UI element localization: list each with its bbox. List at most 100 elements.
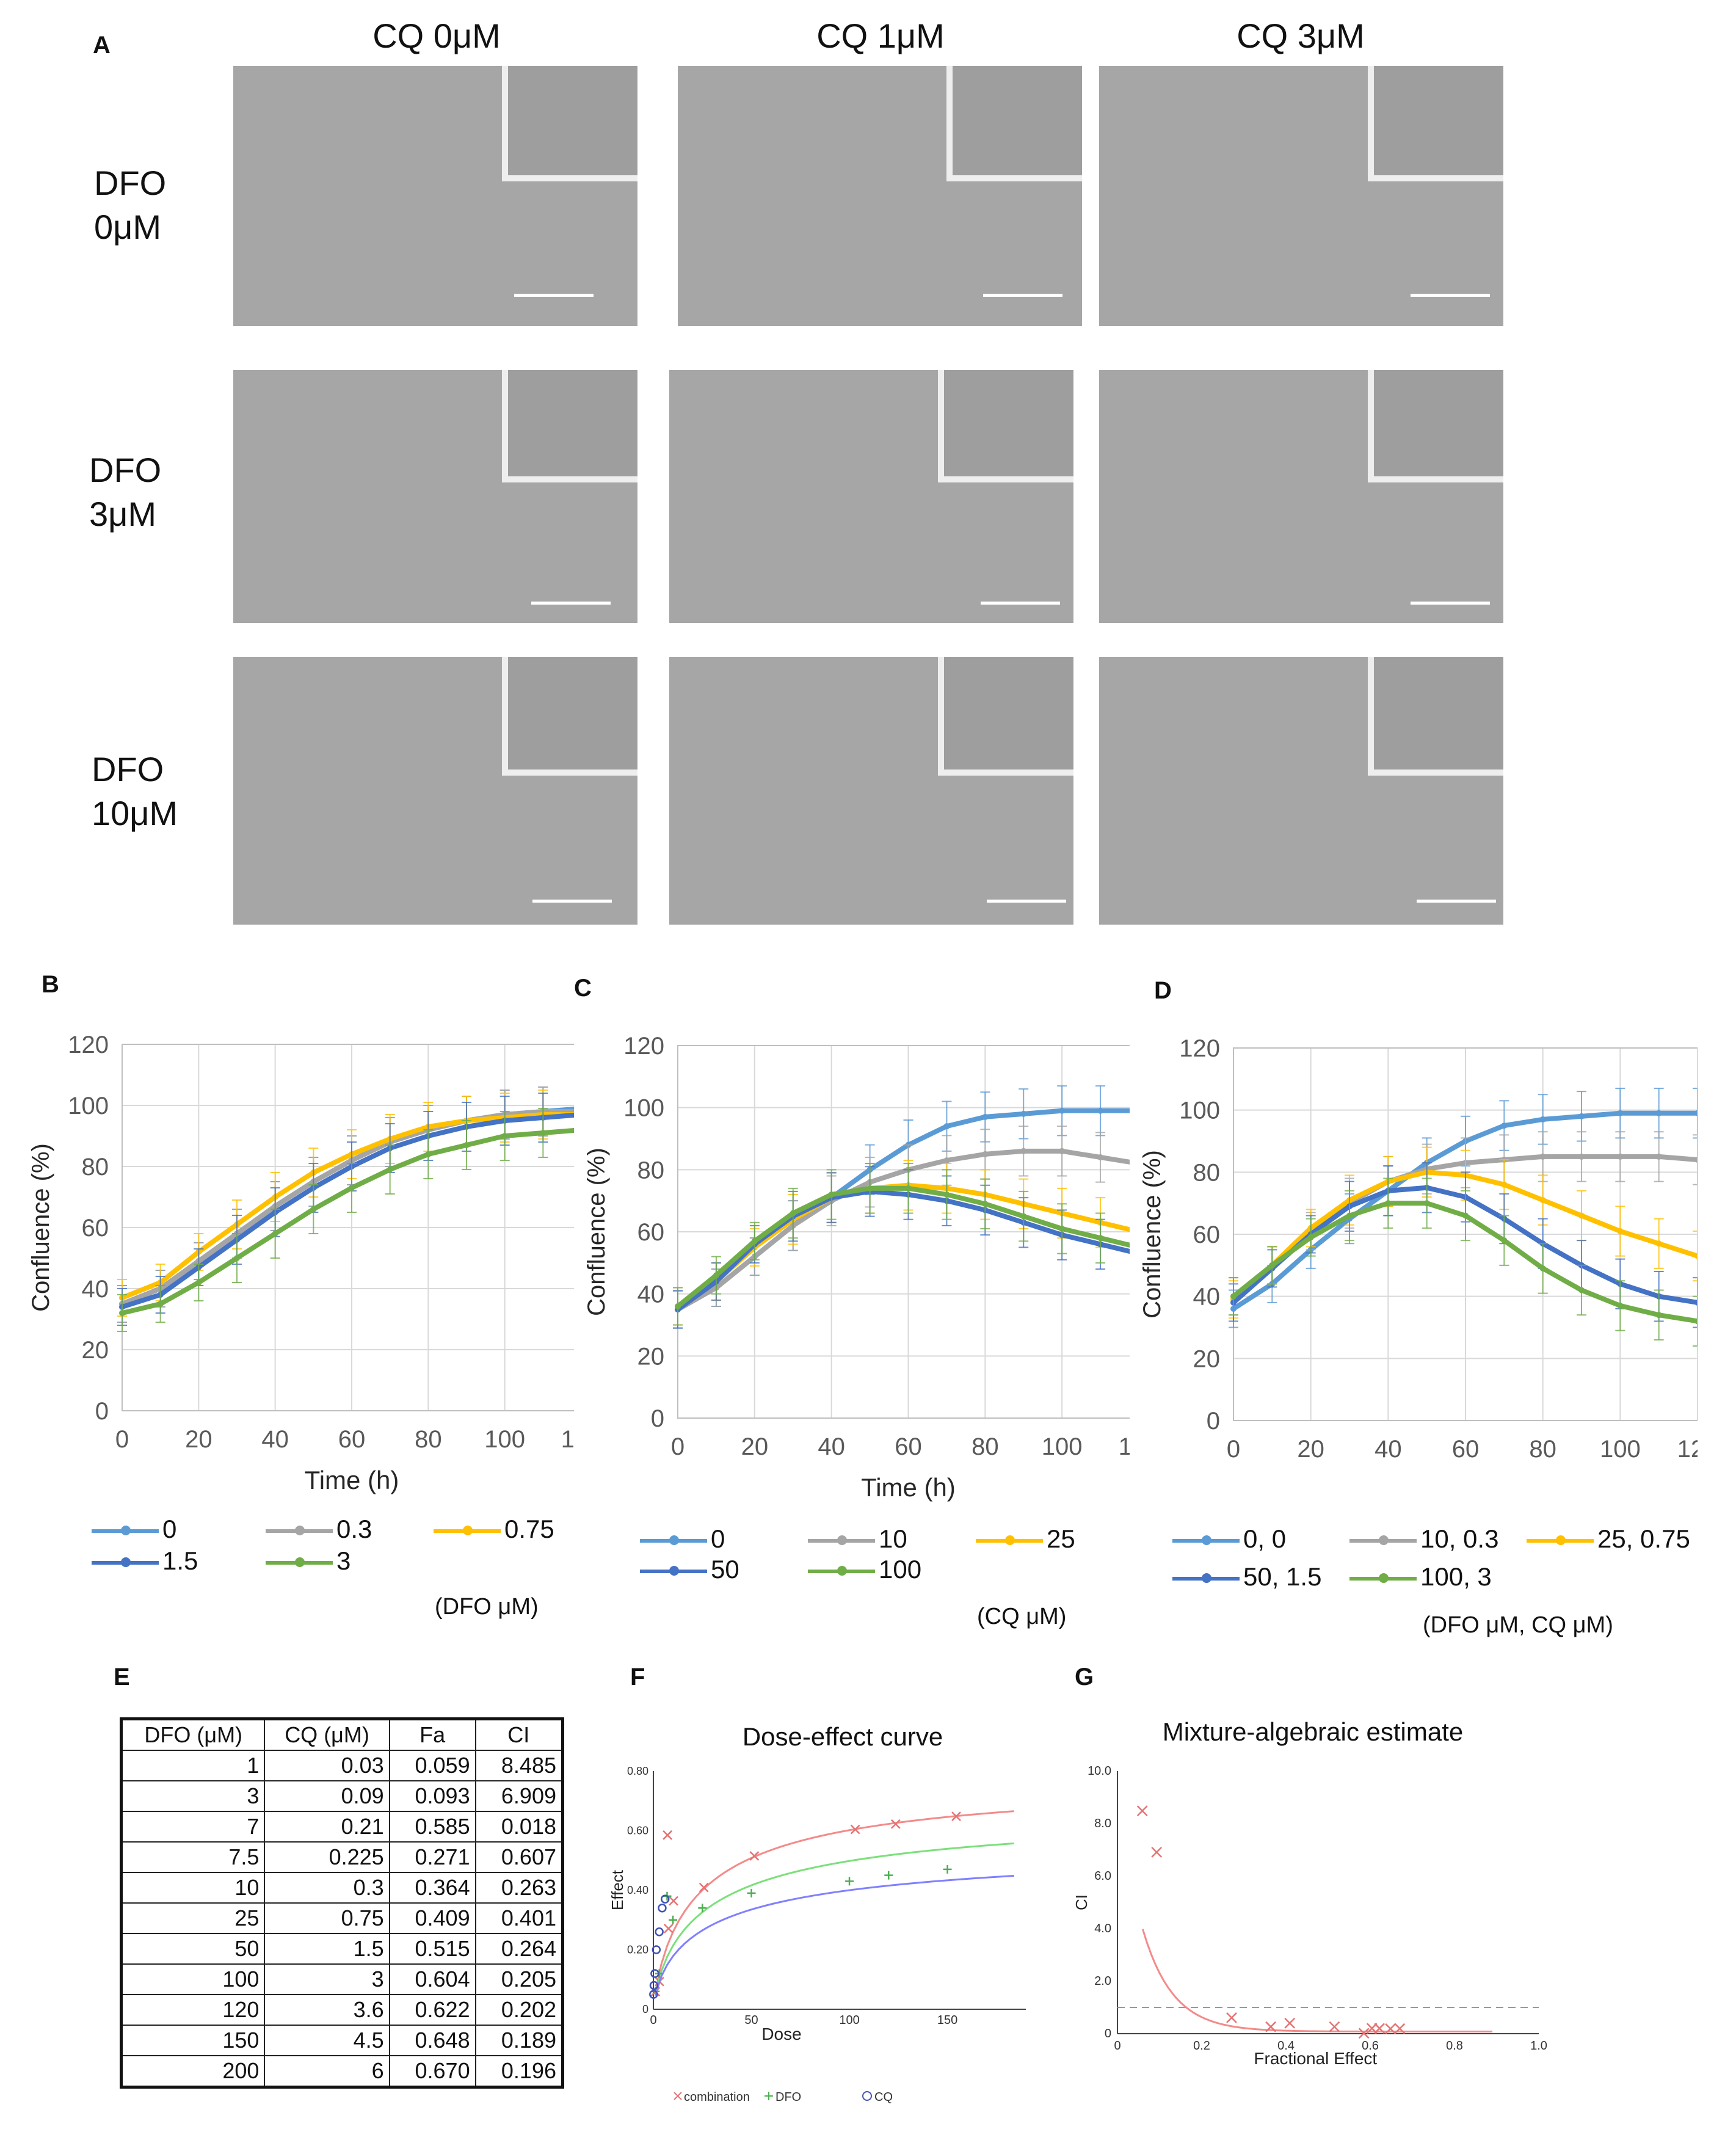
legend-c-unit: (CQ μM) (977, 1604, 1067, 1629)
y-tick-label: 60 (82, 1215, 109, 1242)
chart-title: Dose-effect curve (743, 1722, 943, 1751)
legend-c-item-4: 100 (808, 1555, 921, 1584)
x-tick-label: 0.2 (1193, 2039, 1210, 2053)
legend-swatch (976, 1535, 1043, 1545)
table-cell-ci: 0.018 (474, 1811, 564, 1843)
x-axis-label: Dose (761, 2025, 801, 2043)
series-line-1-5 (120, 1112, 574, 1309)
scale-bar (1411, 602, 1490, 605)
table-header-ci: CI (474, 1718, 564, 1751)
data-point-cross (663, 1924, 674, 1934)
table-cell-ci: 0.196 (474, 2055, 564, 2088)
micrograph-inset (1368, 370, 1503, 482)
data-point-cross (890, 1819, 901, 1829)
data-point (828, 1192, 835, 1198)
data-point (943, 1192, 950, 1198)
chart-f-dose-effect: Dose-effect curve 0 0.20 0.40 0.60 0.80 0 50 100… (608, 1722, 1026, 2104)
y-tick-label: 80 (82, 1154, 109, 1181)
y-tick-label: 40 (637, 1281, 665, 1308)
data-point-circle (652, 1945, 661, 1954)
data-point (1617, 1110, 1624, 1116)
table-cell-ci: 0.401 (474, 1902, 564, 1934)
table-cell-dfo: 7.5 (120, 1841, 266, 1873)
y-tick-label: 0 (1207, 1408, 1220, 1435)
legend-swatch (1349, 1535, 1417, 1545)
y-tick-label: 0.80 (627, 1765, 648, 1777)
x-tick-label: 40 (261, 1426, 289, 1453)
x-tick-label: 60 (1452, 1436, 1480, 1463)
data-point (1694, 1299, 1698, 1306)
data-point (119, 1310, 125, 1316)
y-tick-label: 0 (642, 2003, 648, 2015)
data-point (157, 1301, 164, 1307)
legend-swatch (266, 1557, 333, 1567)
data-point-cross (663, 1830, 673, 1840)
y-tick-label: 100 (623, 1095, 664, 1122)
scale-bar (531, 602, 611, 605)
data-point (1059, 1107, 1066, 1114)
data-point (1578, 1212, 1585, 1219)
table-header-row: DFO (μM) CQ (μM) Fa CI (120, 1718, 564, 1751)
data-point (1578, 1113, 1585, 1119)
x-tick-label: 120 (561, 1426, 574, 1453)
data-point (1385, 1200, 1392, 1207)
combination-index-table: DFO (μM) CQ (μM) Fa CI 1 0.03 0.059 8.485 3 0… (120, 1717, 564, 2089)
ci-fit-curve (1141, 1929, 1493, 2033)
y-tick-label: 120 (623, 1033, 664, 1060)
data-point (1020, 1148, 1027, 1154)
table-cell-dfo: 50 (120, 1933, 266, 1965)
table-cell-dfo: 10 (120, 1872, 266, 1904)
chart-d-confluence-combo: 0 20 40 60 80 100 120 0 20 40 60 80 100 120 Confluence… (1139, 1035, 1698, 1463)
micrograph-dfo10-cq0 (233, 657, 637, 925)
row-header-dfo10: DFO 10μM (92, 748, 178, 835)
data-point (943, 1157, 950, 1164)
x-axis-label: Time (h) (861, 1473, 956, 1502)
table-header-fa: Fa (388, 1718, 476, 1751)
panel-label-g: G (1075, 1664, 1094, 1690)
data-point (1423, 1200, 1430, 1207)
scale-bar (514, 294, 594, 297)
data-point (1655, 1312, 1662, 1319)
micrograph-dfo0-cq1 (678, 66, 1082, 326)
data-point (982, 1113, 989, 1120)
table-cell-fa: 0.622 (388, 1994, 476, 2026)
table-cell-cq: 0.21 (264, 1811, 390, 1843)
table-cell-ci: 0.264 (474, 1933, 564, 1965)
y-tick-label: 4.0 (1094, 1922, 1111, 1935)
data-point (1694, 1110, 1698, 1116)
data-point (463, 1142, 470, 1148)
legend-b-item-2: 0.75 (434, 1515, 554, 1544)
scale-bar (1417, 900, 1496, 903)
y-axis-label: CI (1072, 1894, 1091, 1910)
legend-c-item-0: 0 (640, 1524, 725, 1554)
plot-area-border (677, 1045, 1130, 1419)
panel-label-d: D (1154, 977, 1172, 1004)
legend-swatch (92, 1557, 159, 1567)
y-axis-label: Confluence (%) (583, 1148, 610, 1316)
data-point-cross (669, 1896, 678, 1906)
data-point (1059, 1148, 1066, 1154)
y-tick-label: 0 (95, 1398, 109, 1425)
row-header-dfo0: DFO 0μM (94, 161, 166, 249)
data-point (1230, 1293, 1237, 1300)
table-row: 25 0.75 0.409 0.401 (120, 1902, 564, 1934)
legend-circle-marker (862, 2091, 872, 2101)
legend-cross-marker (674, 2092, 682, 2100)
data-point (1539, 1116, 1546, 1122)
legend-c-label-1: 10 (879, 1524, 907, 1553)
x-tick-label: 120 (1119, 1433, 1130, 1460)
y-tick-label: 40 (82, 1276, 109, 1303)
y-tick-label: 0 (651, 1405, 664, 1432)
micrograph-inset (502, 66, 637, 181)
data-point-cross (1284, 2017, 1296, 2029)
data-point-cross (1374, 2023, 1386, 2034)
x-tick-label: 150 (937, 2014, 957, 2027)
table-cell-cq: 0.75 (264, 1902, 390, 1934)
fit-curve-dfo (654, 1842, 1014, 1995)
micrograph-dfo10-cq1 (669, 657, 1073, 925)
micrograph-inset (946, 66, 1082, 181)
legend-b-item-3: 1.5 (92, 1546, 198, 1576)
y-tick-label: 40 (1193, 1284, 1221, 1311)
panel-label-f: F (630, 1664, 645, 1690)
legend-d-unit: (DFO μM, CQ μM) (1423, 1612, 1613, 1638)
